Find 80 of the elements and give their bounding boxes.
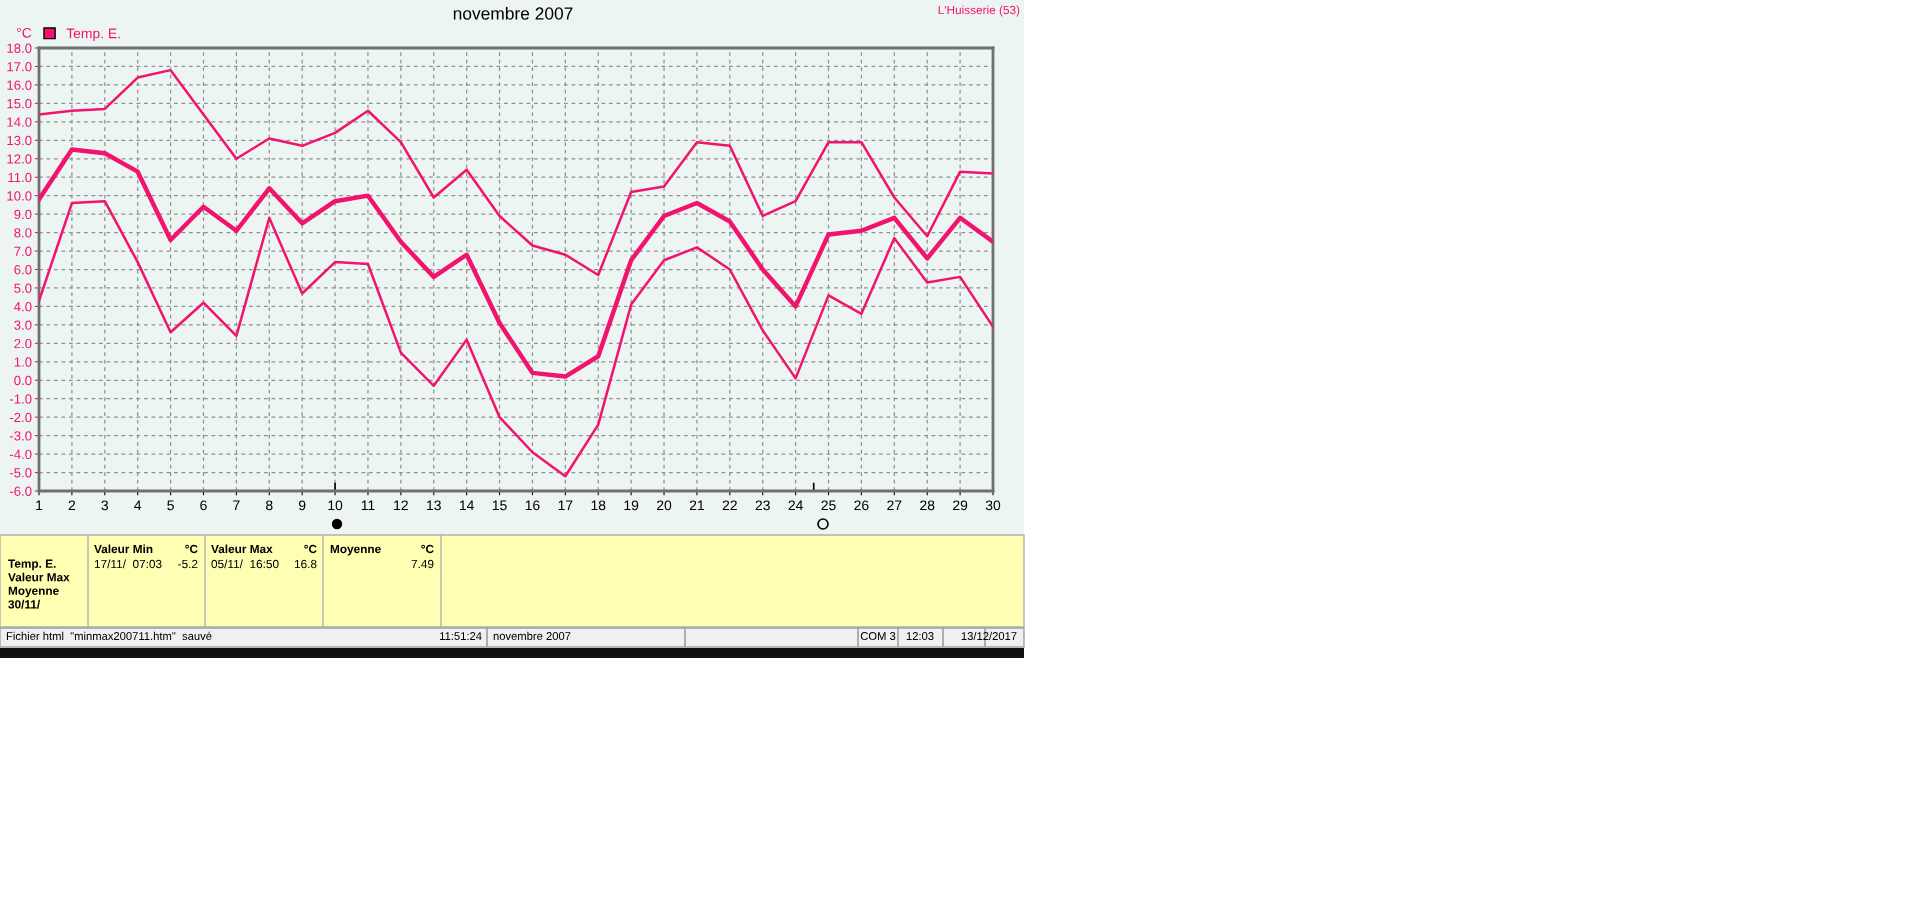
text: L'Huisserie (53)	[938, 5, 1020, 17]
x-tick-label: 2	[68, 500, 76, 511]
x-tick-label: 11	[361, 500, 375, 511]
x-tick-label: 13	[427, 500, 441, 511]
y-tick-label: -3.0	[9, 431, 32, 441]
x-tick-label: 17	[558, 500, 573, 511]
line-series	[39, 199, 993, 478]
x-tick-label: 29	[953, 500, 968, 511]
y-tick-label: -2.0	[9, 412, 32, 423]
text: °C	[185, 544, 198, 554]
text: 16.8	[294, 559, 317, 569]
y-tick-label: -6.0	[9, 486, 32, 496]
y-tick-label: 10.0	[7, 191, 32, 201]
y-tick-label: 3.0	[14, 320, 32, 330]
text: °C	[304, 544, 317, 554]
text: 17/11/ 07:03	[94, 559, 162, 569]
y-axis-title: °C	[17, 27, 32, 38]
x-tick-label: 20	[657, 500, 672, 511]
x-tick-label: 8	[266, 500, 273, 511]
text: °C	[421, 544, 434, 554]
text: 7.49	[411, 559, 434, 569]
y-tick-label: 17.0	[7, 62, 32, 72]
text: -5.2	[178, 559, 198, 569]
x-tick-label: 14	[459, 500, 474, 511]
y-tick-label: 9.0	[14, 209, 32, 220]
chart-title: novembre 2007	[453, 6, 573, 20]
y-tick-label: 16.0	[7, 80, 32, 90]
text: Fichier html "minmax200711.htm" sauvé	[6, 631, 212, 641]
x-tick-label: 4	[134, 500, 142, 511]
x-tick-label: 10	[328, 500, 343, 511]
x-tick-label: 30	[985, 500, 1001, 511]
x-tick-label: 12	[394, 500, 408, 511]
x-tick-label: 16	[525, 500, 540, 511]
text: 12:03	[906, 632, 934, 641]
x-tick-label: 9	[298, 500, 306, 511]
y-tick-label: 0.0	[14, 375, 32, 386]
y-tick-label: -1.0	[9, 394, 32, 404]
y-tick-label: 4.0	[14, 301, 32, 312]
x-tick-label: 1	[36, 500, 43, 511]
x-tick-label: 28	[920, 500, 935, 511]
y-tick-label: -5.0	[9, 468, 32, 478]
x-tick-label: 3	[101, 500, 109, 511]
x-tick-label: 18	[591, 500, 606, 511]
x-tick-label: 19	[624, 500, 639, 511]
y-tick-label: 14.0	[7, 117, 32, 127]
y-tick-label: 1.0	[14, 357, 32, 367]
x-tick-label: 21	[689, 500, 704, 511]
x-tick-label: 26	[854, 500, 869, 511]
x-tick-label: 23	[755, 500, 770, 511]
x-tick-label: 7	[233, 500, 240, 511]
x-tick-label: 6	[200, 500, 207, 511]
y-tick-label: 8.0	[14, 228, 32, 238]
x-tick-label: 22	[722, 500, 737, 511]
y-tick-label: 7.0	[14, 246, 32, 256]
text: 13/12/2017	[961, 631, 1017, 641]
legend-label: Temp. E.	[66, 28, 120, 42]
text: novembre 2007	[493, 631, 571, 641]
y-tick-label: -4.0	[9, 449, 32, 459]
x-tick-label: 27	[887, 500, 902, 511]
y-tick-label: 2.0	[14, 338, 32, 349]
y-tick-label: 11.0	[8, 172, 32, 183]
y-tick-label: 12.0	[7, 154, 32, 164]
text: 05/11/ 16:50	[211, 559, 279, 569]
text: COM 3	[860, 632, 896, 641]
y-tick-label: 15.0	[7, 98, 32, 109]
line-series	[39, 147, 993, 379]
text: 11:51:24	[440, 632, 482, 641]
text: Valeur Max	[211, 544, 273, 554]
line-series	[39, 68, 993, 277]
text: Temp. E. Valeur Max Moyenne 30/11/	[8, 559, 70, 609]
y-tick-label: 18.0	[7, 43, 32, 53]
x-tick-label: 24	[788, 500, 803, 511]
y-tick-label: 5.0	[14, 283, 32, 293]
x-tick-label: 15	[492, 500, 507, 511]
y-tick-label: 13.0	[7, 135, 32, 146]
text: Moyenne	[330, 544, 381, 556]
text: Valeur Min	[94, 544, 153, 554]
x-tick-label: 25	[821, 500, 836, 511]
y-tick-label: 6.0	[14, 265, 32, 275]
x-tick-label: 5	[167, 500, 174, 511]
